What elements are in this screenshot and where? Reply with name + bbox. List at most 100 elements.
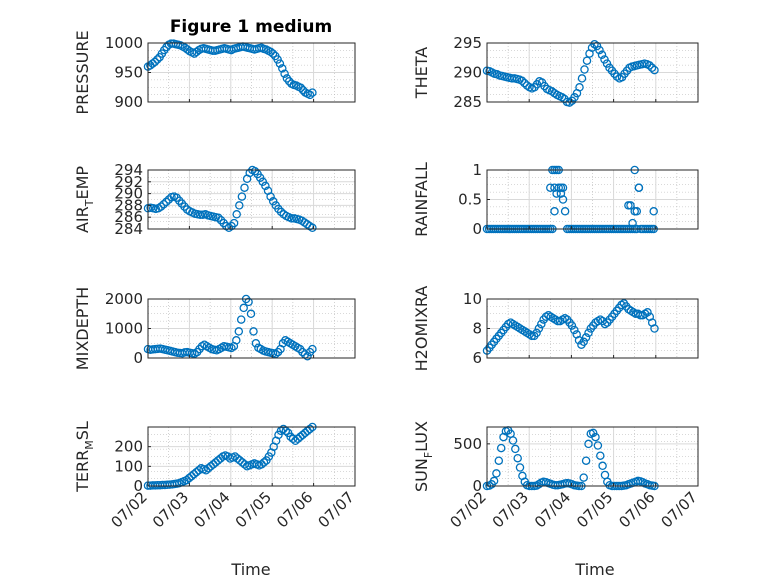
data-point [513,453,522,463]
data-point [261,181,270,191]
axes-box [147,426,356,487]
y-tick-label: 10 [463,290,482,308]
data-point [278,64,287,73]
y-tick-label: 292 [114,173,143,191]
subplot-1: 900 950 1000 PRESSURE [73,30,356,115]
x-axis-label-right: Time [574,560,614,579]
data-point [517,76,527,86]
data-point [268,49,278,58]
data-point [626,201,635,210]
data-point [584,439,593,449]
subplot-5: 0 1000 2000 MIXDEPTH [73,287,356,370]
data-point [574,336,584,345]
y-tick-label: 1000 [105,320,143,338]
data-point [305,90,315,100]
axes-box [486,426,699,487]
y-tick-label: 0 [133,349,143,367]
y-tick-label: 285 [453,93,482,111]
data-point [496,443,506,453]
data-point [632,207,642,216]
x-tick-label: 07/02 [447,488,490,531]
data-point [649,207,658,216]
y-axis-label: MIXDEPTH [73,287,92,370]
y-tick-label: 0 [133,477,143,495]
data-point [552,189,561,198]
data-point [579,337,588,347]
y-tick-label: 284 [114,220,143,238]
y-tick-label: 290 [114,185,143,203]
data-point [595,45,604,55]
data-point [534,324,544,333]
y-tick-label: 500 [453,435,482,453]
y-tick-label: 200 [114,438,143,456]
data-point [156,202,166,211]
x-tick-label: 07/07 [315,488,358,531]
data-point [275,59,285,68]
data-point [553,316,563,326]
data-point [232,210,241,219]
data-point [567,321,577,330]
data-point [308,88,317,97]
data-point [570,325,579,335]
data-point [565,98,574,107]
axes-box [147,169,356,230]
data-point [577,74,587,83]
x-tick-label: 07/02 [108,488,151,531]
data-point [489,476,499,486]
y-tick-label: 0 [472,477,482,495]
data-point [650,324,659,333]
data-point [643,308,652,317]
data-point [636,310,645,320]
data-point [244,297,253,307]
data-point [598,461,607,471]
data-point [628,218,637,228]
data-point [596,451,605,460]
data-point [508,436,518,445]
data-point [259,458,269,467]
data-point [560,207,570,216]
data-point [287,214,296,223]
data-point [494,456,504,465]
data-point [273,55,282,64]
data-point [582,56,592,65]
data-point [602,59,612,68]
y-tick-label: 286 [114,208,143,226]
data-point [249,327,258,336]
data-point [581,456,591,465]
data-point [550,183,559,192]
data-point [515,463,525,472]
data-point [214,213,223,223]
y-axis-label: AIRTEMP [73,166,96,233]
data-point [280,69,289,78]
data-point [558,183,568,192]
data-point [596,315,605,324]
data-point [236,315,246,324]
y-tick-label: 1 [472,161,482,179]
data-point [237,192,247,201]
data-point [634,183,644,192]
data-point [246,309,256,319]
data-point [235,201,244,210]
data-point [229,218,239,228]
x-tick-label: 07/06 [615,488,658,531]
data-point [584,328,593,338]
data-point [588,428,598,438]
y-tick-label: 1000 [105,34,143,52]
y-tick-label: 2000 [105,290,143,308]
y-tick-label: 290 [453,64,482,82]
x-tick-label: 07/04 [190,488,233,531]
x-tick-label: 07/06 [273,488,316,531]
data-point [251,339,261,348]
plot-area [148,427,355,486]
y-axis-label: THETA [412,47,431,99]
x-axis-label-left: Time [230,560,270,579]
data-point [550,207,559,216]
data-point [520,78,529,88]
data-point [296,83,306,93]
data-point [150,57,160,67]
data-point [537,319,546,329]
data-point [153,55,162,64]
data-point [159,199,168,209]
data-point [308,223,317,233]
